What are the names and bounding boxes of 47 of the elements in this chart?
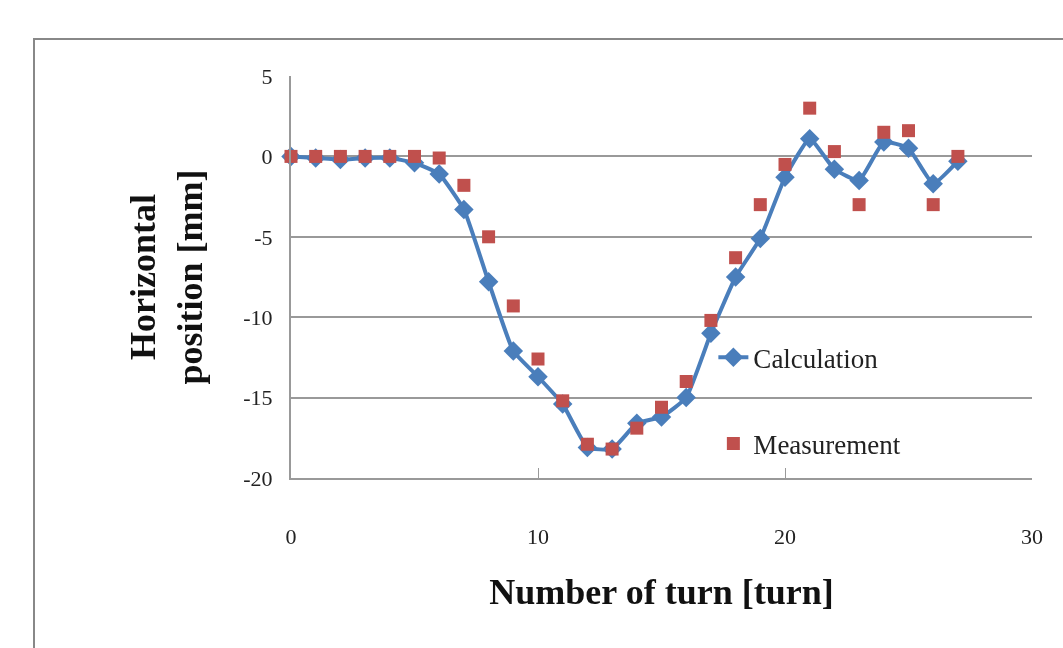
point (676, 387, 696, 408)
point (926, 198, 940, 212)
legend-label: Measurement (753, 429, 901, 460)
point (877, 125, 891, 139)
point (827, 145, 841, 159)
y-tick-label: -15 (243, 385, 273, 411)
x-tick-label: 10 (527, 524, 549, 550)
point (454, 199, 474, 220)
x-tick-label: 0 (285, 524, 297, 550)
point (951, 149, 965, 163)
y-tick-label: 5 (261, 63, 273, 89)
point (753, 198, 767, 212)
point (432, 151, 446, 165)
point (478, 272, 499, 292)
y-axis-title: Horizontal position [mm] (122, 169, 210, 385)
point (778, 157, 792, 171)
point (503, 341, 524, 361)
point (902, 124, 915, 138)
point (803, 101, 817, 115)
point (704, 313, 718, 327)
x-axis-title: Number of turn [turn] (489, 571, 834, 612)
point (482, 230, 496, 244)
point (630, 421, 644, 435)
x-tick-label: 30 (1021, 524, 1043, 550)
point (457, 178, 471, 192)
point (655, 400, 668, 414)
point (799, 128, 820, 149)
point (528, 366, 548, 387)
point (849, 170, 869, 191)
point (506, 299, 520, 313)
y-tick-label: -5 (254, 224, 273, 250)
y-tick-label: 0 (261, 144, 273, 170)
point (725, 267, 746, 287)
point (531, 352, 545, 366)
legend-label: Calculation (753, 343, 879, 374)
x-tick-label: 20 (774, 524, 796, 550)
point (750, 228, 771, 249)
point (679, 375, 693, 389)
point (408, 149, 421, 163)
point (923, 173, 943, 194)
y-tick-label: -20 (243, 465, 273, 491)
point (852, 198, 866, 212)
y-tick-label: -10 (243, 304, 273, 330)
point (729, 251, 743, 265)
point (429, 164, 449, 184)
point (824, 159, 845, 180)
point (898, 138, 919, 159)
